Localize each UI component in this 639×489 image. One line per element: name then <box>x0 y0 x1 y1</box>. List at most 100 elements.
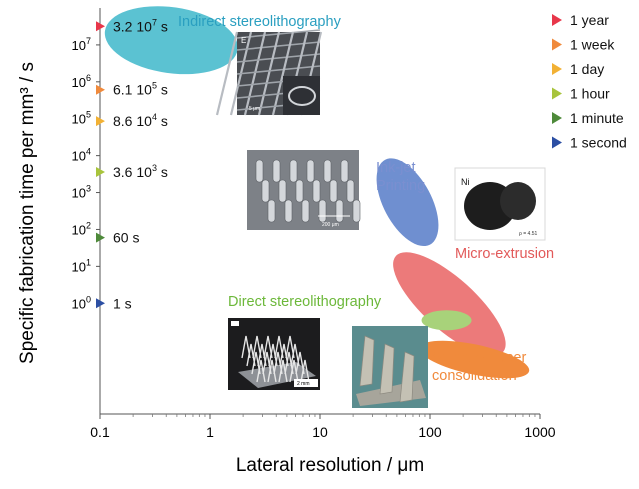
lattice-strut <box>268 343 278 367</box>
y-tick-exponent: 7 <box>86 36 91 46</box>
legend-label: 1 second <box>570 135 627 151</box>
lattice-strut <box>278 359 288 383</box>
micropillar <box>289 159 298 183</box>
y-tick-exponent: 0 <box>86 294 91 304</box>
lattice-strut <box>236 65 321 75</box>
legend: 1 year 1 week 1 day 1 hour 1 minute 1 second <box>552 12 627 151</box>
time-marker-1-second <box>96 298 105 309</box>
micropillar <box>346 179 355 203</box>
region-indirect-stereolithography <box>104 6 238 75</box>
lattice-strut <box>295 351 305 375</box>
lattice-strut <box>243 31 267 116</box>
region-ink-jet-printing <box>376 158 439 247</box>
part-fin <box>359 335 375 387</box>
region-micro-extrusion <box>393 252 506 357</box>
region-label-selective-laser-consolidation: consolidation <box>432 368 517 384</box>
time-marker-exponent: 7 <box>152 17 157 27</box>
y-axis-title: Specific fabrication time per mm³ / s <box>17 62 38 364</box>
y-tick-exponent: 5 <box>86 110 91 120</box>
inset-zoom-strut <box>288 86 316 106</box>
part-fin <box>399 351 415 403</box>
lattice-strut <box>284 351 294 375</box>
image-caption: E <box>241 36 246 45</box>
markers-layer: 3.2 107 s6.1 105 s8.6 104 s3.6 103 s60 s… <box>96 17 168 311</box>
time-marker-value: 1 s <box>113 295 132 311</box>
images-layer: E 5 μm 200 μm Ni ρ = 4.51 2 mm <box>215 29 546 408</box>
labels-layer: Indirect stereolithography Ink-jet Printin… <box>178 14 554 384</box>
lattice-strut <box>236 53 321 63</box>
micropillar <box>261 179 270 203</box>
time-marker-unit: s <box>157 82 168 98</box>
part-fin <box>379 343 395 395</box>
image-scale-label: 200 μm <box>322 222 339 228</box>
lattice-strut <box>263 335 273 359</box>
laser-consolidation-part-photo <box>352 326 428 408</box>
legend-swatch-1-minute <box>552 112 562 124</box>
y-tick-exponent: 6 <box>86 73 91 83</box>
time-marker-unit: s <box>157 164 168 180</box>
micropillar <box>329 179 338 203</box>
micropillar <box>306 159 315 183</box>
legend-label: 1 year <box>570 12 609 28</box>
region-label-ink-jet-printing: Printing <box>376 178 425 194</box>
time-marker-1-hour <box>96 167 105 178</box>
legend-swatch-1-hour <box>552 87 562 100</box>
time-marker-1-minute <box>96 232 105 243</box>
image-scale-label: ρ = 4.51 <box>519 231 537 237</box>
legend-swatch-1-year <box>552 14 562 26</box>
time-marker-1-day <box>96 116 105 127</box>
micropillar <box>284 199 293 223</box>
time-marker-label: 60 s <box>113 230 139 246</box>
legend-label: 1 hour <box>570 86 610 102</box>
y-tick-label: 102 <box>72 220 91 237</box>
image-caption: Ni <box>461 177 470 187</box>
lattice-strut <box>274 335 284 359</box>
legend-label: 1 day <box>570 61 604 77</box>
y-tick-base: 10 <box>72 296 86 311</box>
micropillar <box>278 179 287 203</box>
lattice-strut <box>257 31 281 116</box>
lattice-strut <box>262 351 272 375</box>
lattice-strut <box>257 343 267 367</box>
micropillar <box>267 199 276 223</box>
time-marker-label: 8.6 104 s <box>113 112 168 129</box>
particle <box>500 182 536 220</box>
y-tick-exponent: 3 <box>86 184 91 194</box>
micropillar <box>272 159 281 183</box>
y-tick-label: 105 <box>72 110 91 127</box>
time-marker-exponent: 3 <box>152 163 157 173</box>
lattice-strut <box>256 359 266 383</box>
micropillar <box>352 199 361 223</box>
lattice-strut <box>290 343 300 367</box>
legend-label: 1 week <box>570 37 615 53</box>
x-tick-label: 1000 <box>524 424 555 440</box>
lattice-strut <box>215 31 239 116</box>
lattice-strut <box>285 335 295 359</box>
region-label-indirect-stereolithography: Indirect stereolithography <box>178 14 342 30</box>
y-tick-base: 10 <box>72 75 86 90</box>
lattice-strut <box>279 343 289 367</box>
time-marker-label: 6.1 105 s <box>113 81 168 98</box>
x-tick-label: 1 <box>206 424 214 440</box>
y-tick-base: 10 <box>72 149 86 164</box>
y-tick-label: 107 <box>72 36 91 53</box>
time-marker-unit: s <box>157 113 168 129</box>
lattice-strut <box>300 359 310 383</box>
y-tick-exponent: 1 <box>86 257 91 267</box>
y-tick-label: 100 <box>72 294 91 311</box>
micropillar <box>301 199 310 223</box>
x-tick-label: 100 <box>418 424 442 440</box>
regions-layer <box>104 6 530 379</box>
micropillar <box>312 179 321 203</box>
indirect-sla-lattice-micrograph: E 5 μm <box>215 29 323 116</box>
micropillar <box>295 179 304 203</box>
time-marker-unit: s <box>157 18 168 34</box>
x-tick-label: 0.1 <box>90 424 110 440</box>
y-tick-label: 101 <box>72 257 91 274</box>
direct-sla-lattice-photo: 2 mm <box>228 318 320 390</box>
lattice-strut <box>246 343 256 367</box>
micropillar <box>335 199 344 223</box>
lattice-strut <box>289 359 299 383</box>
y-tick-base: 10 <box>72 112 86 127</box>
